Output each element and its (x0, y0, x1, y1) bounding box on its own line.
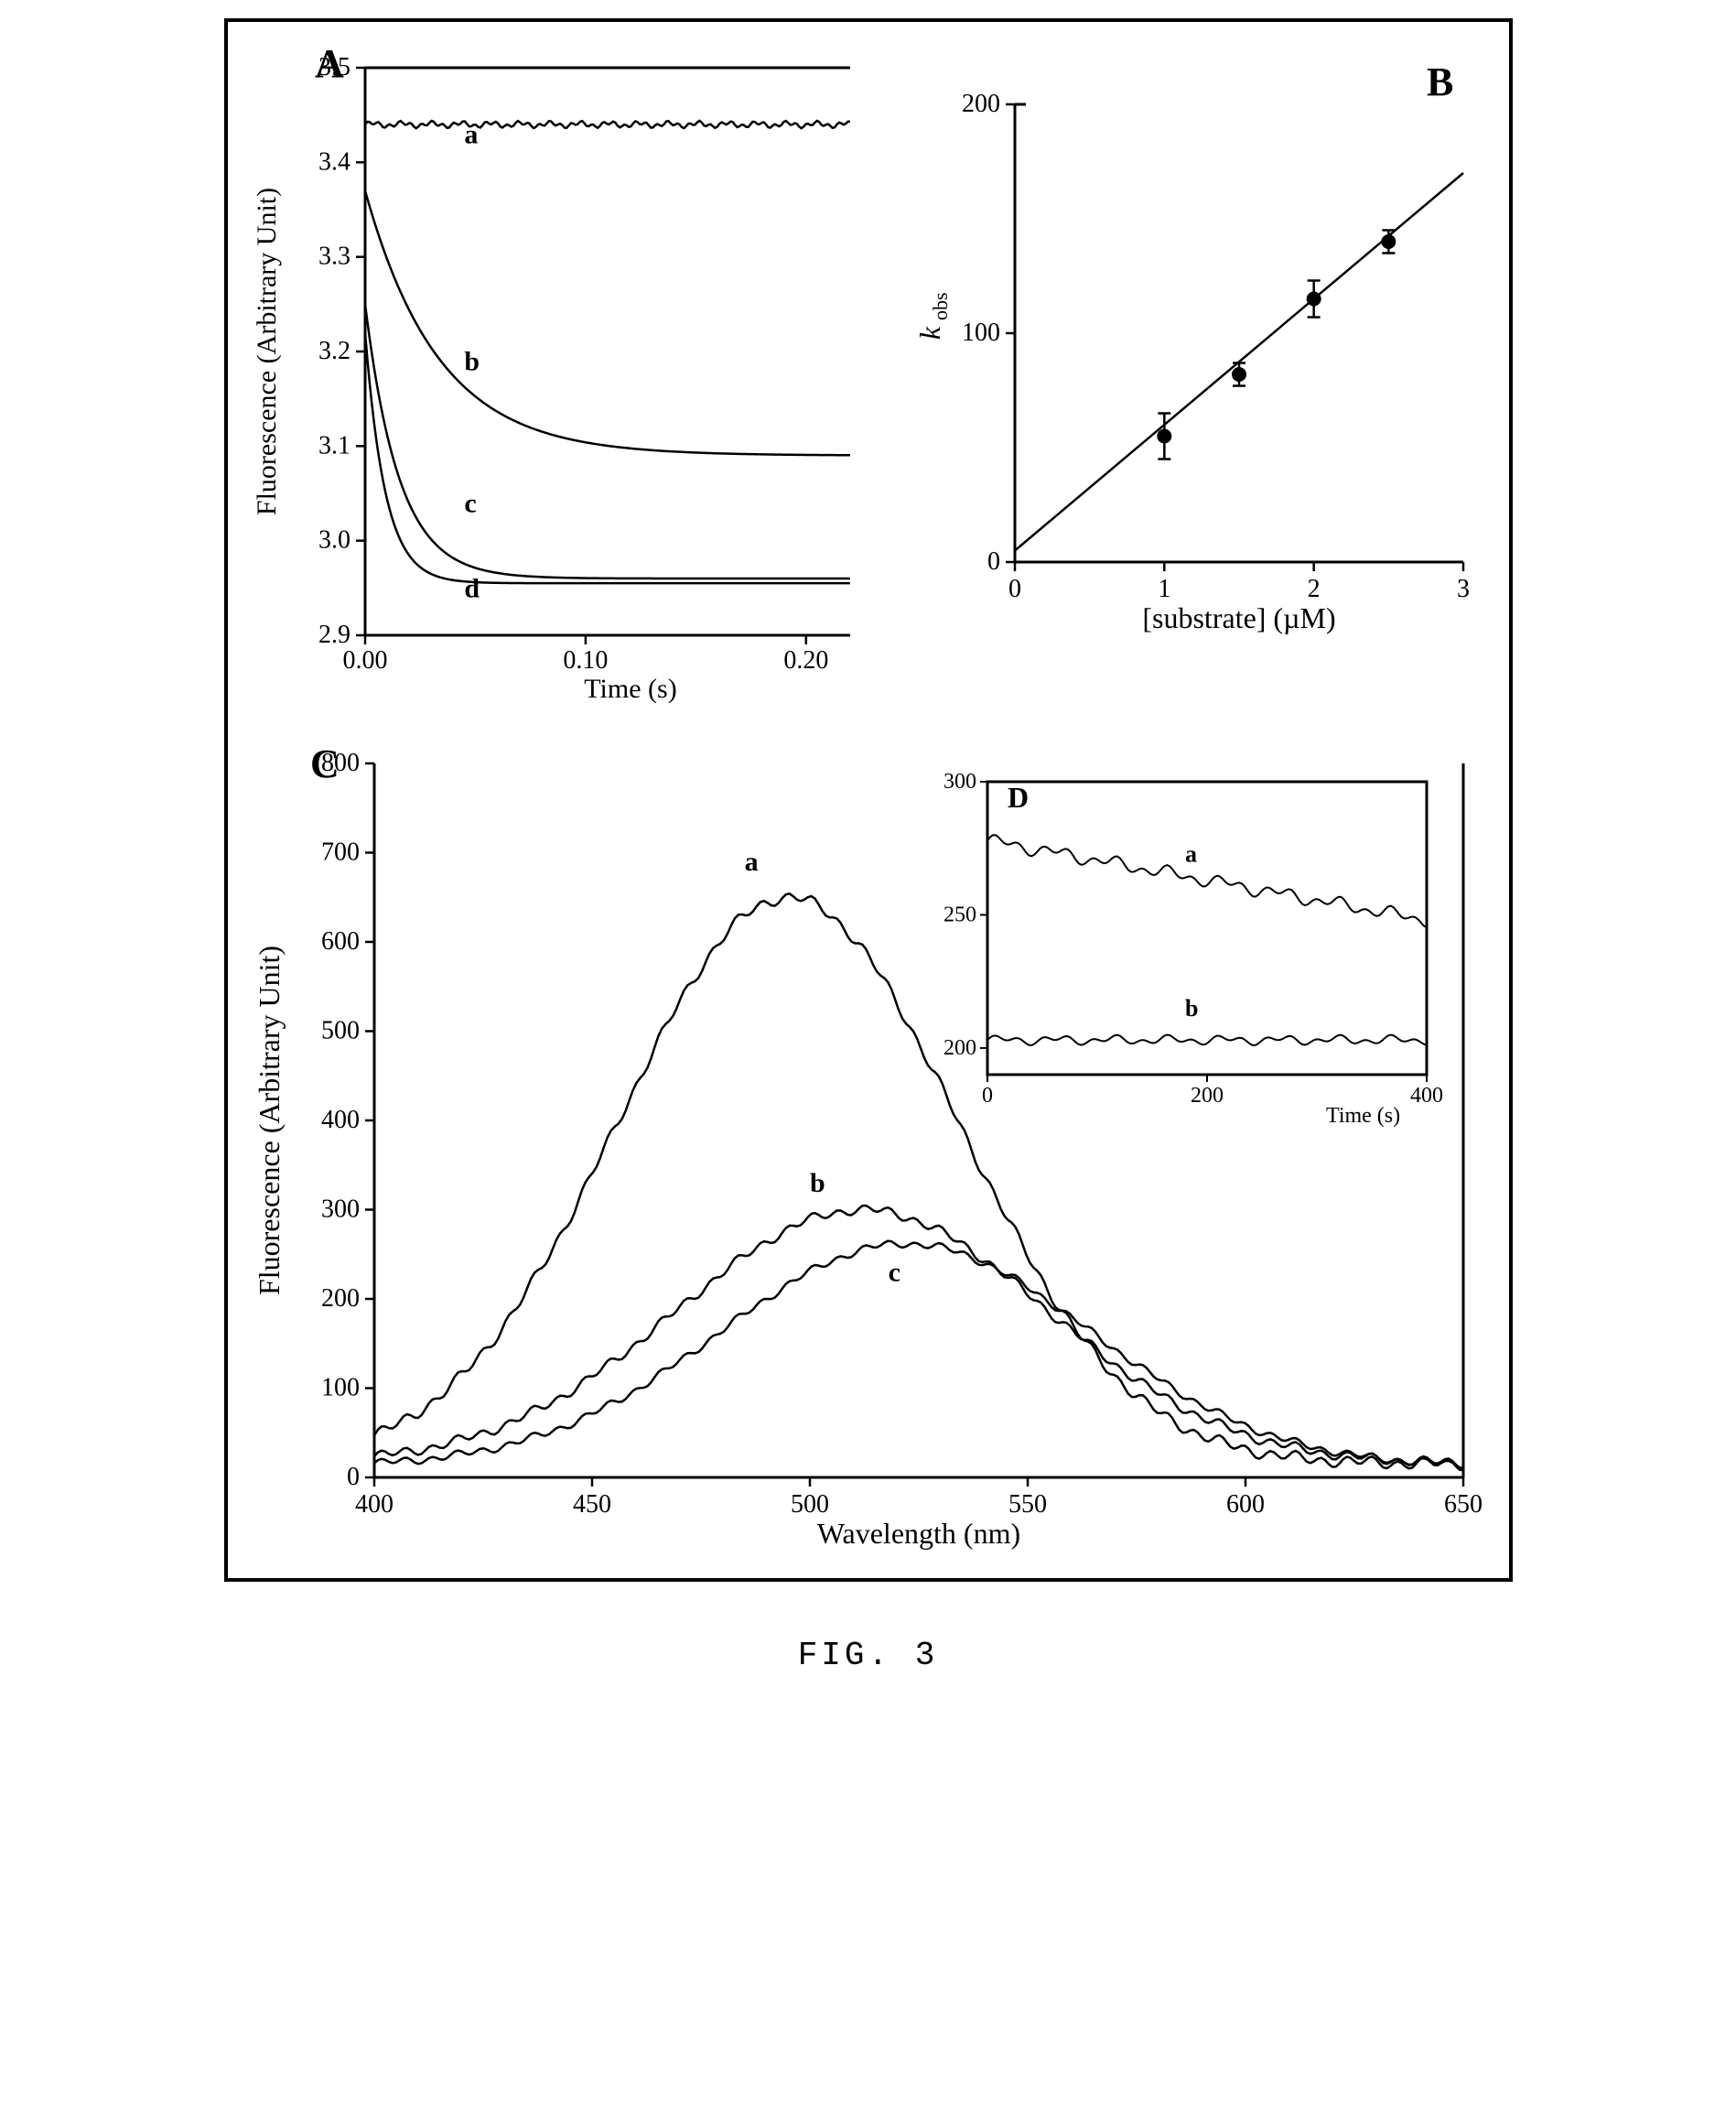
svg-text:200: 200 (962, 90, 1000, 118)
svg-text:0.00: 0.00 (342, 646, 387, 675)
svg-text:D: D (1008, 781, 1029, 814)
svg-text:300: 300 (943, 770, 976, 794)
svg-text:0: 0 (1008, 575, 1021, 603)
svg-text:b: b (810, 1168, 825, 1198)
svg-text:3.2: 3.2 (318, 337, 350, 365)
svg-text:3.0: 3.0 (318, 526, 350, 555)
svg-text:0.20: 0.20 (783, 646, 828, 675)
panel-a: 2.93.03.13.23.33.43.50.000.100.20abcdTim… (246, 31, 868, 708)
svg-text:Wavelength (nm): Wavelength (nm) (816, 1517, 1019, 1550)
svg-text:200: 200 (943, 1036, 976, 1060)
svg-text:c: c (888, 1258, 900, 1288)
panel-b-svg: 0 100 200 0 1 2 3 [substrate] (µM) k obs B (905, 49, 1491, 672)
svg-text:Time (s): Time (s) (1326, 1104, 1400, 1128)
panel-c: 0100200300400500600700800400450500550600… (246, 727, 1491, 1560)
svg-text:[substrate] (µM): [substrate] (µM) (1142, 601, 1335, 634)
svg-text:200: 200 (321, 1284, 360, 1313)
panel-b: 0 100 200 0 1 2 3 [substrate] (µM) k obs B (905, 49, 1491, 672)
svg-text:a: a (464, 120, 478, 150)
svg-text:Time (s): Time (s) (584, 674, 676, 704)
svg-text:A: A (315, 41, 344, 86)
svg-text:400: 400 (321, 1106, 360, 1134)
svg-text:3.4: 3.4 (318, 147, 350, 176)
figure-caption: FIG. 3 (18, 1637, 1718, 1674)
svg-text:100: 100 (321, 1374, 360, 1402)
svg-text:d: d (464, 574, 480, 604)
panels-box: 2.93.03.13.23.33.43.50.000.100.20abcdTim… (224, 18, 1513, 1582)
svg-text:700: 700 (321, 838, 360, 867)
svg-text:3.3: 3.3 (318, 243, 350, 271)
svg-text:500: 500 (791, 1490, 829, 1519)
figure-container: 2.93.03.13.23.33.43.50.000.100.20abcdTim… (18, 18, 1718, 1674)
svg-text:550: 550 (1008, 1490, 1047, 1519)
svg-text:1: 1 (1158, 575, 1170, 603)
svg-text:c: c (464, 489, 476, 519)
svg-text:0: 0 (982, 1084, 993, 1108)
svg-text:0: 0 (987, 547, 1000, 576)
panel-a-svg: 2.93.03.13.23.33.43.50.000.100.20abcdTim… (246, 31, 868, 708)
svg-text:400: 400 (355, 1490, 394, 1519)
svg-text:100: 100 (962, 319, 1000, 347)
svg-text:500: 500 (321, 1017, 360, 1045)
svg-text:a: a (744, 847, 758, 877)
svg-text:0: 0 (347, 1463, 360, 1491)
svg-text:B: B (1427, 59, 1453, 104)
svg-text:400: 400 (1410, 1084, 1443, 1108)
panel-c-svg: 0100200300400500600700800400450500550600… (246, 727, 1491, 1560)
svg-text:200: 200 (1191, 1084, 1224, 1108)
svg-text:b: b (464, 347, 480, 377)
svg-text:3: 3 (1457, 575, 1470, 603)
svg-text:600: 600 (321, 927, 360, 956)
svg-text:600: 600 (1226, 1490, 1265, 1519)
svg-text:450: 450 (573, 1490, 611, 1519)
svg-text:b: b (1185, 995, 1198, 1022)
svg-text:250: 250 (943, 903, 976, 926)
svg-text:300: 300 (321, 1195, 360, 1224)
svg-text:Fluorescence (Arbitrary Unit): Fluorescence (Arbitrary Unit) (252, 188, 282, 515)
svg-text:obs: obs (929, 292, 952, 320)
svg-text:a: a (1185, 840, 1197, 867)
svg-text:650: 650 (1444, 1490, 1483, 1519)
svg-text:Fluorescence (Arbitrary Unit): Fluorescence (Arbitrary Unit) (253, 946, 286, 1295)
svg-text:C: C (310, 741, 340, 786)
svg-text:k: k (913, 326, 946, 340)
svg-text:0.10: 0.10 (563, 646, 608, 675)
svg-text:2: 2 (1307, 575, 1320, 603)
svg-text:3.1: 3.1 (318, 431, 350, 460)
svg-text:2.9: 2.9 (318, 621, 350, 649)
